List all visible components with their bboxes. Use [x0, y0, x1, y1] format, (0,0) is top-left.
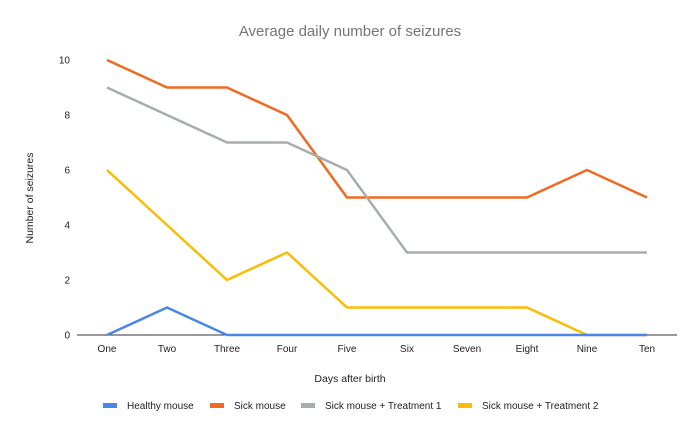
- x-tick-label: Ten: [639, 344, 655, 355]
- legend-label: Sick mouse + Treatment 1: [325, 401, 442, 412]
- legend-label: Sick mouse + Treatment 2: [482, 401, 599, 412]
- y-tick-label: 10: [59, 56, 71, 67]
- x-tick-label: Two: [158, 344, 177, 355]
- y-tick-label: 0: [64, 331, 70, 342]
- legend-item: Sick mouse: [210, 401, 286, 412]
- y-tick-label: 2: [64, 276, 70, 287]
- legend-item: Healthy mouse: [103, 401, 194, 412]
- legend-label: Healthy mouse: [127, 401, 194, 412]
- x-tick-label: Seven: [453, 344, 481, 355]
- x-tick-label: Four: [277, 344, 298, 355]
- series-line-sick-mouse-treatment-1: [106, 86, 647, 254]
- legend-label: Sick mouse: [234, 401, 286, 412]
- legend-swatch: [458, 403, 472, 408]
- x-tick-label: One: [98, 344, 117, 355]
- series-line-sick-mouse: [106, 58, 648, 199]
- legend-swatch: [103, 403, 117, 408]
- x-tick-label: Nine: [577, 344, 598, 355]
- y-axis-label: Number of seizures: [24, 152, 36, 243]
- x-tick-label: Five: [338, 344, 357, 355]
- x-tick-label: Six: [400, 344, 414, 355]
- y-tick-label: 8: [64, 111, 70, 122]
- x-tick-label: Three: [214, 344, 241, 355]
- series-line-sick-mouse-treatment-2: [106, 169, 647, 337]
- legend-item: Sick mouse + Treatment 2: [458, 401, 599, 412]
- chart-title: Average daily number of seizures: [239, 23, 461, 40]
- legend-swatch: [301, 403, 315, 408]
- y-tick-label: 6: [64, 166, 70, 177]
- legend-item: Sick mouse + Treatment 1: [301, 401, 442, 412]
- legend-swatch: [210, 403, 224, 408]
- x-tick-label: Eight: [516, 344, 539, 355]
- x-axis-label: Days after birth: [314, 373, 385, 385]
- series-line-healthy-mouse: [106, 306, 647, 337]
- y-tick-label: 4: [64, 221, 70, 232]
